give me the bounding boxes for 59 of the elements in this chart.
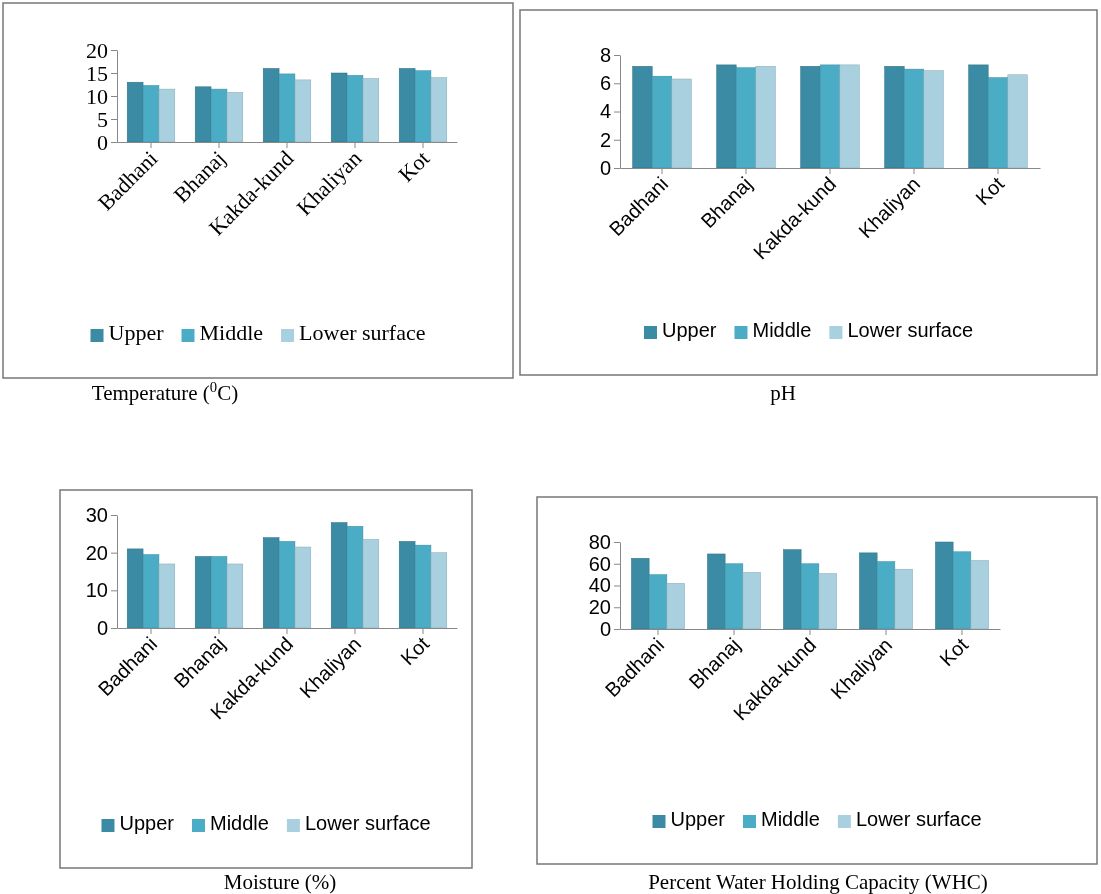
bar: [158, 563, 176, 629]
y-tick-label: 30: [85, 503, 108, 526]
bar: [671, 78, 692, 169]
y-tick-label: 20: [85, 541, 108, 564]
bar: [158, 88, 176, 143]
bar: [430, 552, 448, 629]
legend-label: Lower surface: [299, 320, 426, 345]
text: Moisture (%): [223, 870, 337, 894]
legend-label: Lower surface: [855, 808, 982, 830]
y-tick-label: 15: [86, 60, 108, 86]
y-tick-label: 6: [599, 72, 611, 95]
x-tick-label: Kot: [393, 145, 435, 187]
y-tick-label: 0: [599, 156, 611, 179]
legend-label: Middle: [760, 808, 820, 830]
y-tick-label: 60: [588, 552, 611, 575]
bar: [970, 560, 989, 630]
bar: [1007, 74, 1028, 169]
legend-label: Upper: [119, 812, 175, 834]
bar: [923, 70, 944, 169]
bar: [894, 568, 913, 630]
legend-label: Upper: [661, 319, 717, 341]
y-tick-label: 20: [86, 37, 108, 63]
y-tick-label: 0: [96, 616, 108, 639]
y-tick-label: 10: [86, 83, 108, 109]
bar: [666, 583, 685, 630]
y-tick-label: 2: [599, 128, 611, 151]
legend-label: Middle: [752, 319, 812, 341]
bar: [294, 546, 312, 629]
bar: [430, 77, 448, 143]
x-tick-label: Kot: [396, 632, 434, 670]
legend-label: Lower surface: [847, 319, 974, 341]
bar: [226, 563, 244, 629]
bar: [818, 573, 837, 630]
y-tick-label: 20: [588, 596, 611, 619]
bar: [294, 79, 312, 143]
text: Temperature ($^{0}$C): [91, 379, 239, 405]
legend-label: Middle: [209, 812, 269, 834]
bar: [742, 572, 761, 630]
x-tick-label: Kot: [971, 172, 1009, 210]
y-tick-label: 5: [97, 106, 108, 132]
y-tick-label: 8: [599, 43, 611, 66]
y-tick-label: 0: [97, 129, 108, 155]
bar: [226, 92, 244, 143]
legend-label: Upper: [670, 808, 726, 830]
bar: [755, 66, 776, 169]
bar: [362, 78, 380, 143]
text: pH: [770, 381, 796, 405]
text: Percent Water Holding Capacity (WHC): [648, 870, 988, 894]
y-tick-label: 4: [599, 100, 611, 123]
y-tick-label: 80: [588, 530, 611, 553]
x-tick-label: Kot: [935, 633, 973, 671]
bar: [839, 64, 860, 169]
y-tick-label: 0: [599, 617, 611, 640]
y-tick-label: 40: [588, 574, 611, 597]
bar: [362, 539, 380, 629]
legend-label: Lower surface: [304, 812, 431, 834]
legend-label: Upper: [108, 320, 165, 345]
legend-label: Middle: [199, 320, 264, 345]
y-tick-label: 10: [85, 579, 108, 602]
